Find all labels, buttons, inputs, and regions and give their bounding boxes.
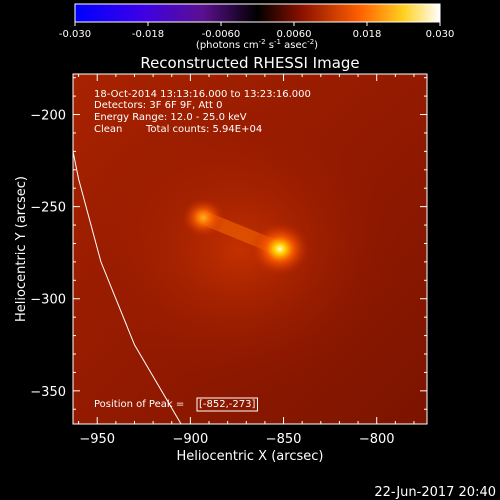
heatmap-image (73, 74, 427, 424)
method-text: Clean (94, 124, 122, 135)
time-range-text: 18-Oct-2014 13:13:16.000 to 13:23:16.000 (94, 89, 311, 100)
y-tick-label: −300 (30, 293, 66, 308)
energy-range-text: Energy Range: 12.0 - 25.0 keV (94, 112, 247, 123)
annotation-block: 18-Oct-2014 13:13:16.000 to 13:23:16.000… (94, 89, 311, 412)
y-tick-label: −350 (30, 385, 66, 400)
y-axis-label: Heliocentric Y (arcsec) (14, 176, 29, 322)
y-tick-label: −250 (30, 201, 66, 216)
colorbar-tick-label: -0.018 (132, 29, 164, 40)
chart-title: Reconstructed RHESSI Image (140, 54, 359, 72)
colorbar (74, 3, 441, 23)
peak-value-text: [-852,-273] (199, 399, 255, 410)
peak-label-text: Position of Peak = (94, 399, 184, 410)
colorbar-tick-label: 0.030 (426, 29, 455, 40)
diffuse-emission (73, 100, 410, 400)
colorbar-tick-label: 0.018 (353, 29, 382, 40)
footer-date: 22-Jun-2017 20:40 (374, 485, 496, 500)
x-tick-label: −900 (173, 432, 209, 447)
colorbar-ticks: -0.030 -0.018 -0.0060 0.0060 0.018 0.030 (59, 22, 454, 40)
axis-ticks: −950 −900 −850 −800 −200 −250 −300 −350 (30, 74, 427, 447)
x-tick-label: −800 (359, 432, 395, 447)
x-axis-label: Heliocentric X (arcsec) (177, 449, 324, 464)
primary-source (249, 222, 310, 276)
colorbar-unit-label: (photons cm-2 s-1 asec-2) (196, 38, 318, 51)
detectors-text: Detectors: 3F 6F 9F, Att 0 (94, 100, 222, 111)
peak-value-box (196, 397, 258, 412)
colorbar-tick-label: 0.0060 (277, 29, 312, 40)
x-tick-label: −850 (266, 432, 302, 447)
secondary-source (181, 197, 226, 238)
colorbar-tick-label: -0.0060 (202, 29, 241, 40)
colorbar-tick-label: -0.030 (59, 29, 91, 40)
x-tick-label: −950 (79, 432, 115, 447)
y-tick-label: −200 (30, 109, 66, 124)
total-counts-text: Total counts: 5.94E+04 (145, 124, 262, 135)
plot-frame (72, 73, 428, 425)
